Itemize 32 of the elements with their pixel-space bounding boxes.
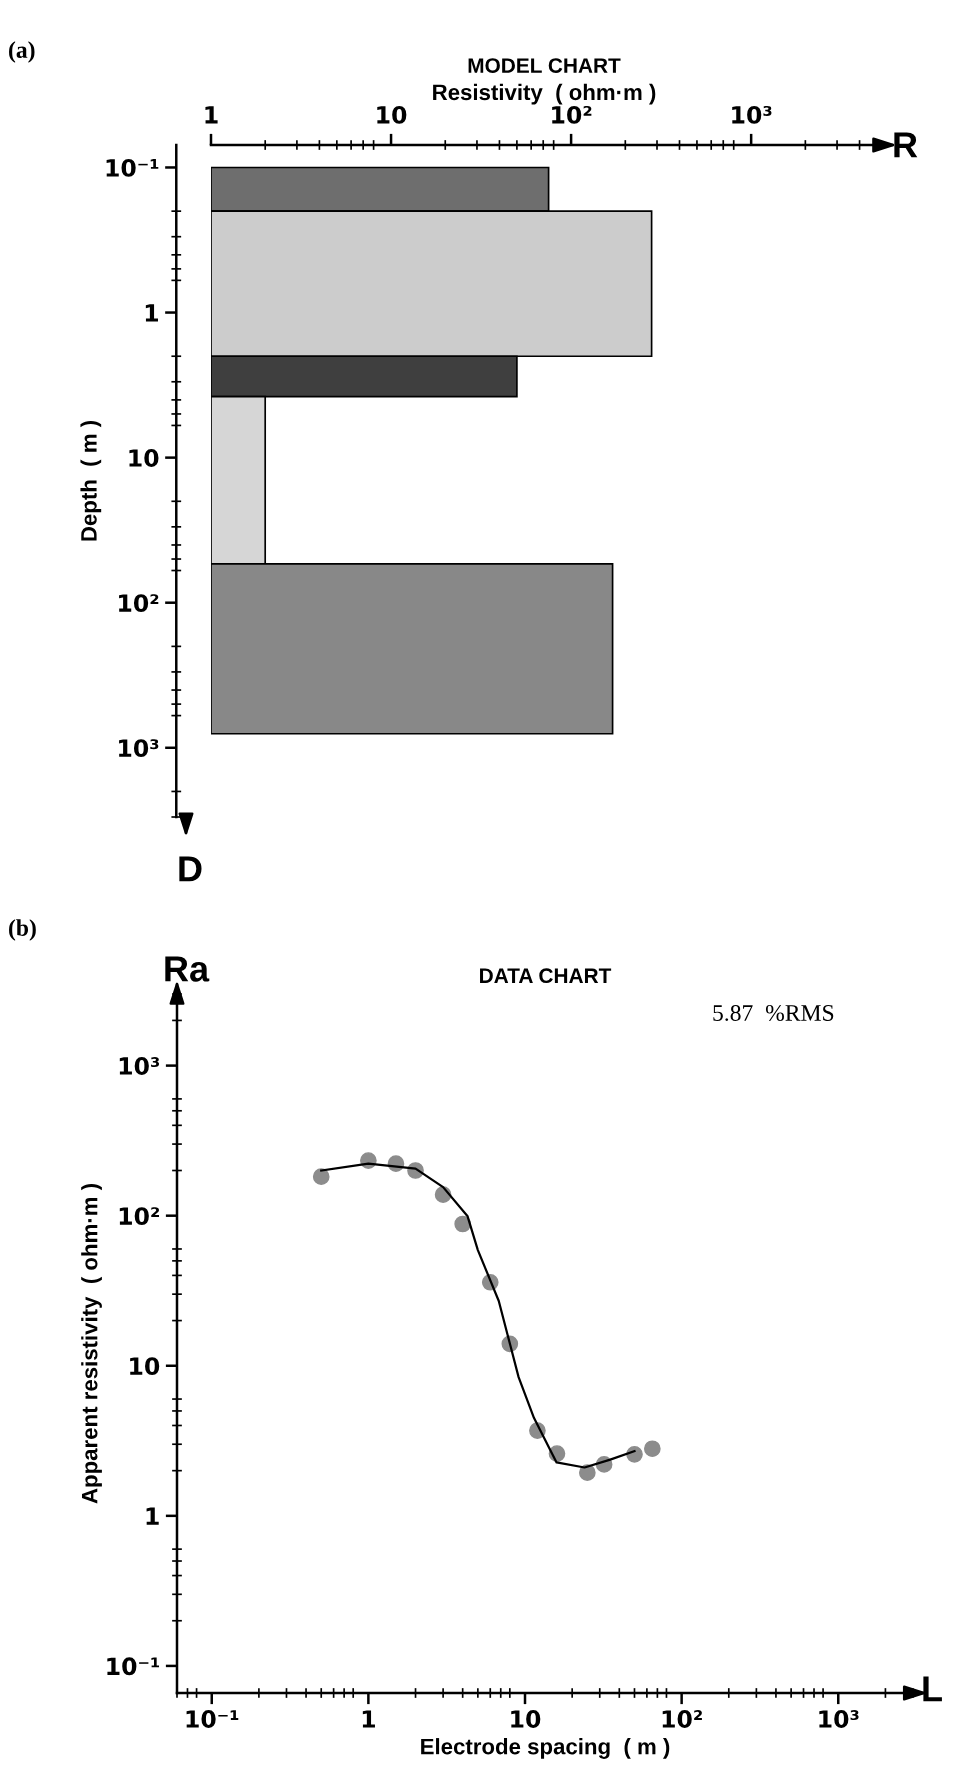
x-tick-label: 10²: [662, 1710, 702, 1728]
text: L: [923, 1676, 942, 1702]
y-tick-label: 10: [130, 1357, 160, 1376]
chart-title: DATA CHART: [480, 968, 612, 984]
y-tick-label: 10⁻¹: [107, 1657, 160, 1676]
text: Ra: [165, 956, 210, 982]
annotation: 5.87 %RMS: [713, 1004, 834, 1022]
x-tick-label: 10: [377, 105, 407, 124]
chart-title: MODEL CHART: [468, 58, 621, 73]
y-tick-label: 10³: [119, 739, 159, 758]
y-tick-label: 10²: [119, 1207, 160, 1225]
text: R: [894, 132, 918, 158]
x-tick-label: 10²: [552, 105, 592, 124]
y-axis-title: Depth ( m ): [80, 421, 102, 541]
x-axis-title: Electrode spacing ( m ): [421, 1738, 670, 1759]
text: (a): [9, 41, 35, 63]
x-tick-label: 10⁻¹: [186, 1710, 239, 1728]
y-tick-label: 10: [129, 449, 159, 467]
y-tick-label: 1: [146, 1507, 159, 1525]
x-tick-label: 1: [205, 106, 218, 124]
x-axis-title: Resistivity ( ohm·m ): [433, 83, 656, 105]
y-tick-label: 10⁻¹: [106, 158, 159, 177]
y-tick-label: 10²: [119, 594, 159, 613]
x-tick-label: 10³: [819, 1710, 859, 1728]
x-tick-label: 1: [362, 1710, 375, 1728]
text: D: [179, 856, 202, 882]
y-tick-label: 10³: [119, 1057, 160, 1075]
y-axis-title: Apparent resistivity ( ohm·m ): [81, 1184, 102, 1504]
text: (b): [9, 919, 36, 941]
y-tick-label: 1: [145, 304, 158, 322]
x-tick-label: 10: [511, 1710, 541, 1728]
x-tick-label: 10³: [732, 105, 772, 124]
